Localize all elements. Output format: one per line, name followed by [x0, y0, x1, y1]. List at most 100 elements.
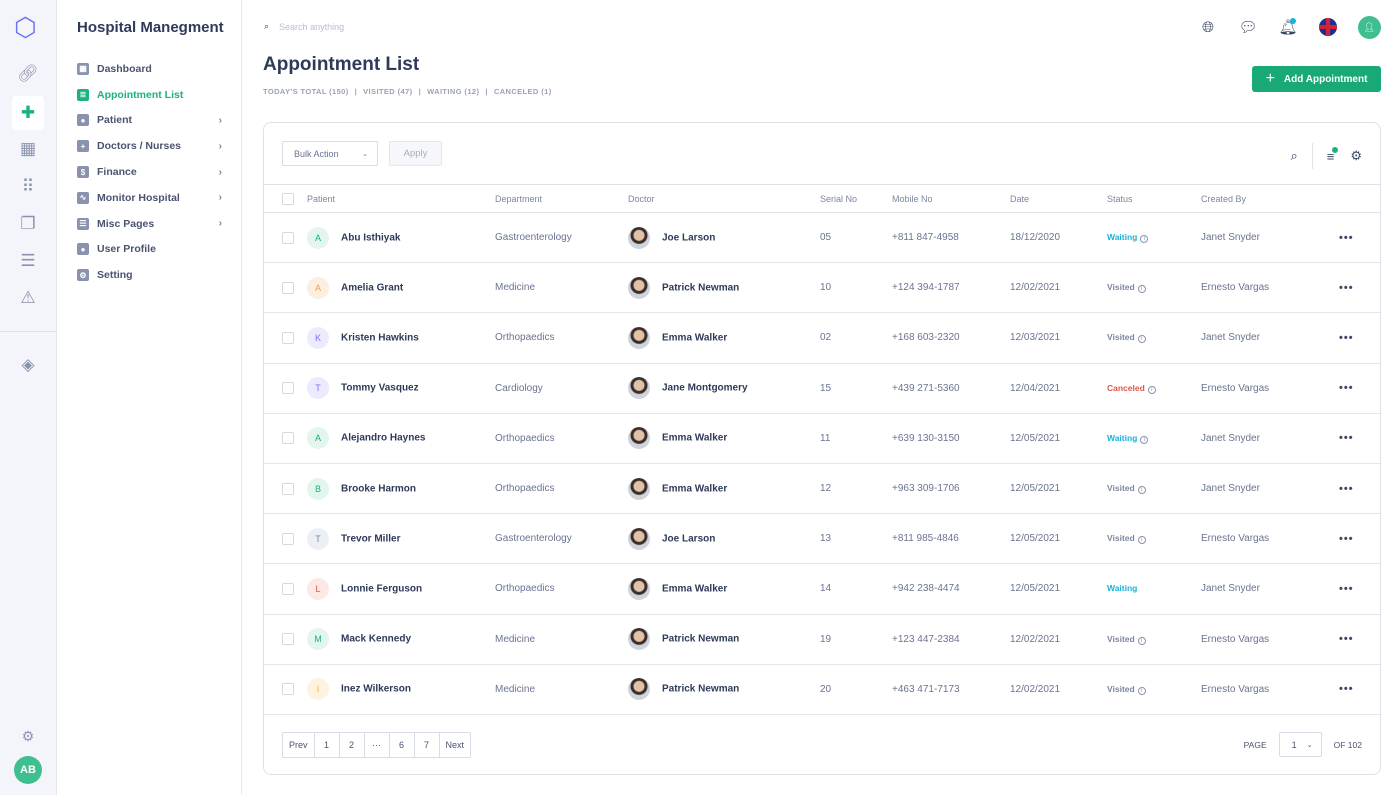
row-checkbox[interactable] [282, 382, 294, 395]
patient-name[interactable]: Alejandro Haynes [341, 432, 426, 444]
gear-icon[interactable]: ⚙ [21, 727, 35, 744]
info-icon[interactable]: i [1137, 486, 1146, 495]
table-row[interactable]: A Abu Isthiyak Gastroenterology Joe Larso… [264, 212, 1380, 264]
bulk-action-select[interactable]: Bulk Action ⌄ [282, 141, 378, 166]
add-appointment-button[interactable]: + Add Appointment [1252, 66, 1381, 92]
column-header[interactable]: Created By [1201, 184, 1339, 213]
page-button[interactable]: 1 [315, 733, 340, 757]
doctor-name[interactable]: Jane Montgomery [662, 382, 748, 394]
page-button[interactable]: Next [445, 740, 465, 750]
column-header[interactable]: Doctor [628, 184, 820, 213]
bell-icon[interactable]: 🔔︎ [1278, 18, 1298, 36]
row-checkbox[interactable] [282, 582, 294, 595]
more-options-icon[interactable]: ••• [1339, 683, 1354, 696]
doctor-name[interactable]: Patrick Newman [662, 683, 740, 695]
settings-icon[interactable]: ⚙ [1350, 148, 1362, 163]
more-options-icon[interactable]: ••• [1339, 582, 1354, 595]
doctor-name[interactable]: Emma Walker [662, 432, 728, 444]
doctor-name[interactable]: Joe Larson [662, 533, 716, 545]
apps-icon[interactable]: ⠿ [21, 177, 35, 196]
filter-icon[interactable]: ≡ [1327, 146, 1339, 164]
patient-name[interactable]: Tommy Vasquez [341, 382, 419, 394]
column-header[interactable]: Patient [307, 184, 495, 213]
apply-button[interactable]: Apply [389, 141, 442, 166]
row-checkbox[interactable] [282, 683, 294, 696]
table-row[interactable]: A Alejandro Haynes Orthopaedics Emma Walk… [264, 413, 1380, 464]
doctor-name[interactable]: Emma Walker [662, 483, 728, 495]
column-header[interactable]: Date [1010, 184, 1107, 213]
search-input[interactable]: Search anything [279, 21, 345, 32]
search-icon[interactable]: ⌕ [1290, 148, 1298, 163]
row-checkbox[interactable] [282, 633, 294, 646]
more-options-icon[interactable]: ••• [1339, 382, 1354, 395]
table-row[interactable]: T Trevor Miller Gastroenterology Joe Lars… [264, 513, 1380, 565]
info-icon[interactable]: i [1140, 235, 1149, 244]
more-options-icon[interactable]: ••• [1339, 532, 1354, 545]
user-avatar-icon[interactable]: 👤︎ [1358, 15, 1381, 39]
patient-name[interactable]: Abu Isthiyak [341, 232, 401, 244]
patient-name[interactable]: Lonnie Ferguson [341, 583, 423, 595]
globe-icon[interactable]: 🌐︎ [1201, 18, 1214, 36]
doctor-name[interactable]: Emma Walker [662, 332, 728, 344]
more-options-icon[interactable]: ••• [1339, 432, 1354, 445]
more-options-icon[interactable]: ••• [1339, 281, 1354, 294]
more-options-icon[interactable]: ••• [1339, 331, 1354, 344]
more-options-icon[interactable]: ••• [1339, 482, 1354, 495]
table-row[interactable]: M Mack Kennedy Medicine Patrick Newman 19… [264, 614, 1380, 665]
table-row[interactable]: T Tommy Vasquez Cardiology Jane Montgomer… [264, 363, 1380, 414]
row-checkbox[interactable] [282, 482, 294, 495]
info-icon[interactable]: i [1137, 536, 1146, 545]
search-bar[interactable]: ⌕ Search anything [264, 21, 344, 32]
sidebar-item-finance[interactable]: $ Finance › [77, 159, 222, 185]
medical-cross-icon[interactable]: ✚ [12, 96, 44, 130]
doctor-name[interactable]: Patrick Newman [662, 633, 740, 645]
table-row[interactable]: K Kristen Hawkins Orthopaedics Emma Walke… [264, 312, 1380, 364]
column-header[interactable]: Status [1107, 184, 1201, 213]
patient-name[interactable]: Inez Wilkerson [341, 683, 411, 695]
table-row[interactable]: A Amelia Grant Medicine Patrick Newman 10… [264, 262, 1380, 314]
more-options-icon[interactable]: ••• [1339, 231, 1354, 244]
table-row[interactable]: L Lonnie Ferguson Orthopaedics Emma Walke… [264, 563, 1380, 615]
sidebar-item-monitor-hospital[interactable]: ∿ Monitor Hospital › [77, 185, 222, 211]
patient-name[interactable]: Kristen Hawkins [341, 332, 419, 344]
sidebar-item-patient[interactable]: ● Patient › [77, 108, 222, 134]
info-icon[interactable]: i [1137, 335, 1146, 344]
user-avatar[interactable]: AB [14, 756, 42, 784]
sidebar-item-setting[interactable]: ⚙ Setting [77, 262, 222, 288]
column-header[interactable]: Serial No [820, 184, 892, 213]
page-button[interactable]: 2 [340, 733, 365, 757]
sidebar-item-user-profile[interactable]: ● User Profile [77, 237, 222, 263]
sidebar-item-appointment-list[interactable]: ≣ Appointment List [77, 82, 222, 108]
info-icon[interactable]: i [1137, 636, 1146, 645]
page-button[interactable]: ··· [365, 733, 390, 757]
info-icon[interactable]: i [1140, 435, 1149, 444]
page-button[interactable]: 6 [390, 733, 415, 757]
info-icon[interactable]: i [1147, 385, 1156, 394]
column-header[interactable]: Department [495, 184, 628, 213]
patient-name[interactable]: Brooke Harmon [341, 483, 417, 495]
warning-icon[interactable]: ⚠ [20, 288, 36, 307]
language-flag-icon[interactable] [1318, 15, 1338, 39]
sidebar-item-dashboard[interactable]: ▦ Dashboard [77, 56, 222, 82]
more-options-icon[interactable]: ••• [1339, 633, 1354, 646]
sidebar-item-doctors-nurses[interactable]: + Doctors / Nurses › [77, 133, 222, 159]
doctor-name[interactable]: Patrick Newman [662, 282, 740, 294]
row-checkbox[interactable] [282, 231, 294, 244]
doctor-name[interactable]: Emma Walker [662, 583, 728, 595]
logo-icon[interactable]: ⬡ [14, 12, 37, 42]
table-row[interactable]: B Brooke Harmon Orthopaedics Emma Walker … [264, 463, 1380, 515]
column-header[interactable]: Mobile No [892, 184, 1010, 213]
page-button[interactable]: Prev [283, 733, 315, 757]
row-checkbox[interactable] [282, 331, 294, 344]
info-icon[interactable]: i [1137, 285, 1146, 294]
patient-name[interactable]: Trevor Miller [341, 533, 401, 545]
chat-icon[interactable]: 💬︎ [1238, 19, 1258, 36]
server-icon[interactable]: ☰ [20, 251, 36, 270]
documents-icon[interactable]: ❐ [20, 214, 36, 233]
patient-name[interactable]: Mack Kennedy [341, 633, 412, 645]
page-select[interactable]: 1 ⌄ [1278, 732, 1322, 757]
grid-icon[interactable]: ▦ [19, 139, 37, 158]
table-row[interactable]: I Inez Wilkerson Medicine Patrick Newman … [264, 664, 1380, 715]
select-all-checkbox[interactable] [282, 192, 294, 205]
layers-icon[interactable]: ◈ [21, 355, 35, 374]
